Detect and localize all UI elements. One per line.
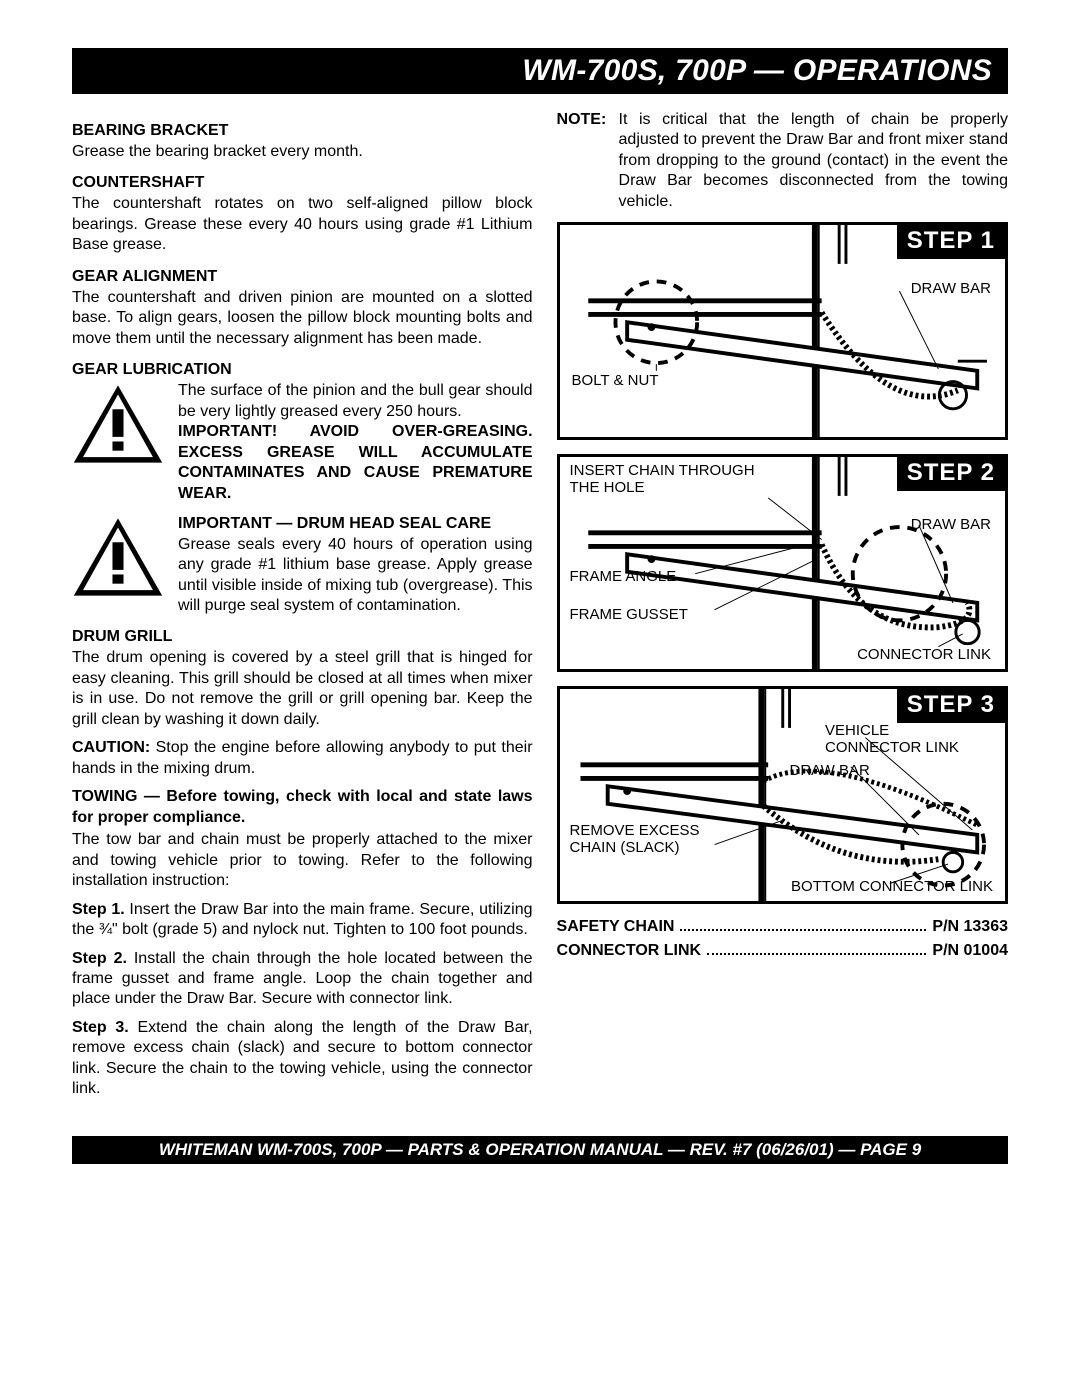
step-body: Extend the chain along the length of the… <box>72 1019 533 1097</box>
parts-line: CONNECTOR LINK P/N 01004 <box>557 942 1008 960</box>
label-drawbar: DRAW BAR <box>911 281 991 298</box>
step-label: Step 3. <box>72 1019 129 1036</box>
step1-diagram: STEP 1 <box>557 222 1008 440</box>
left-column: BEARING BRACKET Grease the bearing brack… <box>72 110 533 1108</box>
step-body: Insert the Draw Bar into the main frame.… <box>72 901 533 938</box>
label-drawbar: DRAW BAR <box>911 517 991 534</box>
body-text: The tow bar and chain must be properly a… <box>72 830 533 891</box>
caution-text: CAUTION: Stop the engine before allowing… <box>72 738 533 779</box>
parts-line: SAFETY CHAIN P/N 13363 <box>557 918 1008 936</box>
label-bottom-connector: BOTTOM CONNECTOR LINK <box>791 879 993 896</box>
body-text: The countershaft rotates on two self-ali… <box>72 194 533 255</box>
warning-subheading: IMPORTANT — DRUM HEAD SEAL CARE <box>178 514 533 534</box>
label-insert: INSERT CHAIN THROUGH THE HOLE <box>570 463 760 496</box>
step-body: Install the chain through the hole locat… <box>72 950 533 1008</box>
section-heading: COUNTERSHAFT <box>72 174 533 192</box>
part-number: P/N 01004 <box>932 942 1008 960</box>
label-boltnut: BOLT & NUT <box>572 373 659 390</box>
part-label: CONNECTOR LINK <box>557 942 702 960</box>
diagram-svg <box>560 225 1005 437</box>
warning-body: The surface of the pinion and the bull g… <box>178 381 533 504</box>
warning-row: IMPORTANT — DRUM HEAD SEAL CARE Grease s… <box>72 514 533 616</box>
note-prefix: NOTE: <box>557 110 615 212</box>
page-footer: WHITEMAN WM-700S, 700P — PARTS & OPERATI… <box>72 1136 1008 1164</box>
step3-paragraph: Step 3. Extend the chain along the lengt… <box>72 1018 533 1100</box>
step2-paragraph: Step 2. Install the chain through the ho… <box>72 949 533 1010</box>
warning-row: The surface of the pinion and the bull g… <box>72 381 533 504</box>
caution-prefix: CAUTION: <box>72 739 150 756</box>
step2-diagram: STEP 2 <box>557 454 1008 672</box>
warning-icon <box>72 383 164 465</box>
step-label: Step 1. <box>72 901 125 918</box>
label-frame-angle: FRAME ANGLE <box>570 569 677 586</box>
step3-diagram: STEP 3 <box>557 686 1008 904</box>
towing-heading: TOWING — Before towing, check with local… <box>72 787 533 828</box>
part-number: P/N 13363 <box>932 918 1008 936</box>
warning-bold-text: IMPORTANT! AVOID OVER-GREASING. EXCESS G… <box>178 423 533 501</box>
section-heading: GEAR ALIGNMENT <box>72 268 533 286</box>
section-heading: BEARING BRACKET <box>72 122 533 140</box>
content-columns: BEARING BRACKET Grease the bearing brack… <box>72 110 1008 1108</box>
right-column: NOTE: It is critical that the length of … <box>557 110 1008 1108</box>
part-label: SAFETY CHAIN <box>557 918 675 936</box>
step1-paragraph: Step 1. Insert the Draw Bar into the mai… <box>72 900 533 941</box>
diagram-svg <box>560 689 1005 901</box>
section-heading: GEAR LUBRICATION <box>72 361 533 379</box>
label-drawbar: DRAW BAR <box>790 763 870 780</box>
note-row: NOTE: It is critical that the length of … <box>557 110 1008 212</box>
label-remove-slack: REMOVE EXCESS CHAIN (SLACK) <box>570 823 710 856</box>
body-text: Grease the bearing bracket every month. <box>72 142 533 162</box>
step-label: Step 2. <box>72 950 127 967</box>
warning-body: IMPORTANT — DRUM HEAD SEAL CARE Grease s… <box>178 514 533 616</box>
warning-text: Grease seals every 40 hours of operation… <box>178 536 533 614</box>
label-frame-gusset: FRAME GUSSET <box>570 607 688 624</box>
section-heading: DRUM GRILL <box>72 628 533 646</box>
note-body: It is critical that the length of chain … <box>619 110 1008 212</box>
warning-text: The surface of the pinion and the bull g… <box>178 382 533 419</box>
label-vehicle-connector: VEHICLE CONNECTOR LINK <box>825 723 965 756</box>
body-text: The countershaft and driven pinion are m… <box>72 288 533 349</box>
body-text: The drum opening is covered by a steel g… <box>72 648 533 730</box>
label-connector: CONNECTOR LINK <box>857 647 991 664</box>
dot-leader <box>707 953 926 955</box>
warning-icon <box>72 516 164 598</box>
dot-leader <box>680 929 926 931</box>
page-header: WM-700S, 700P — OPERATIONS <box>72 48 1008 94</box>
